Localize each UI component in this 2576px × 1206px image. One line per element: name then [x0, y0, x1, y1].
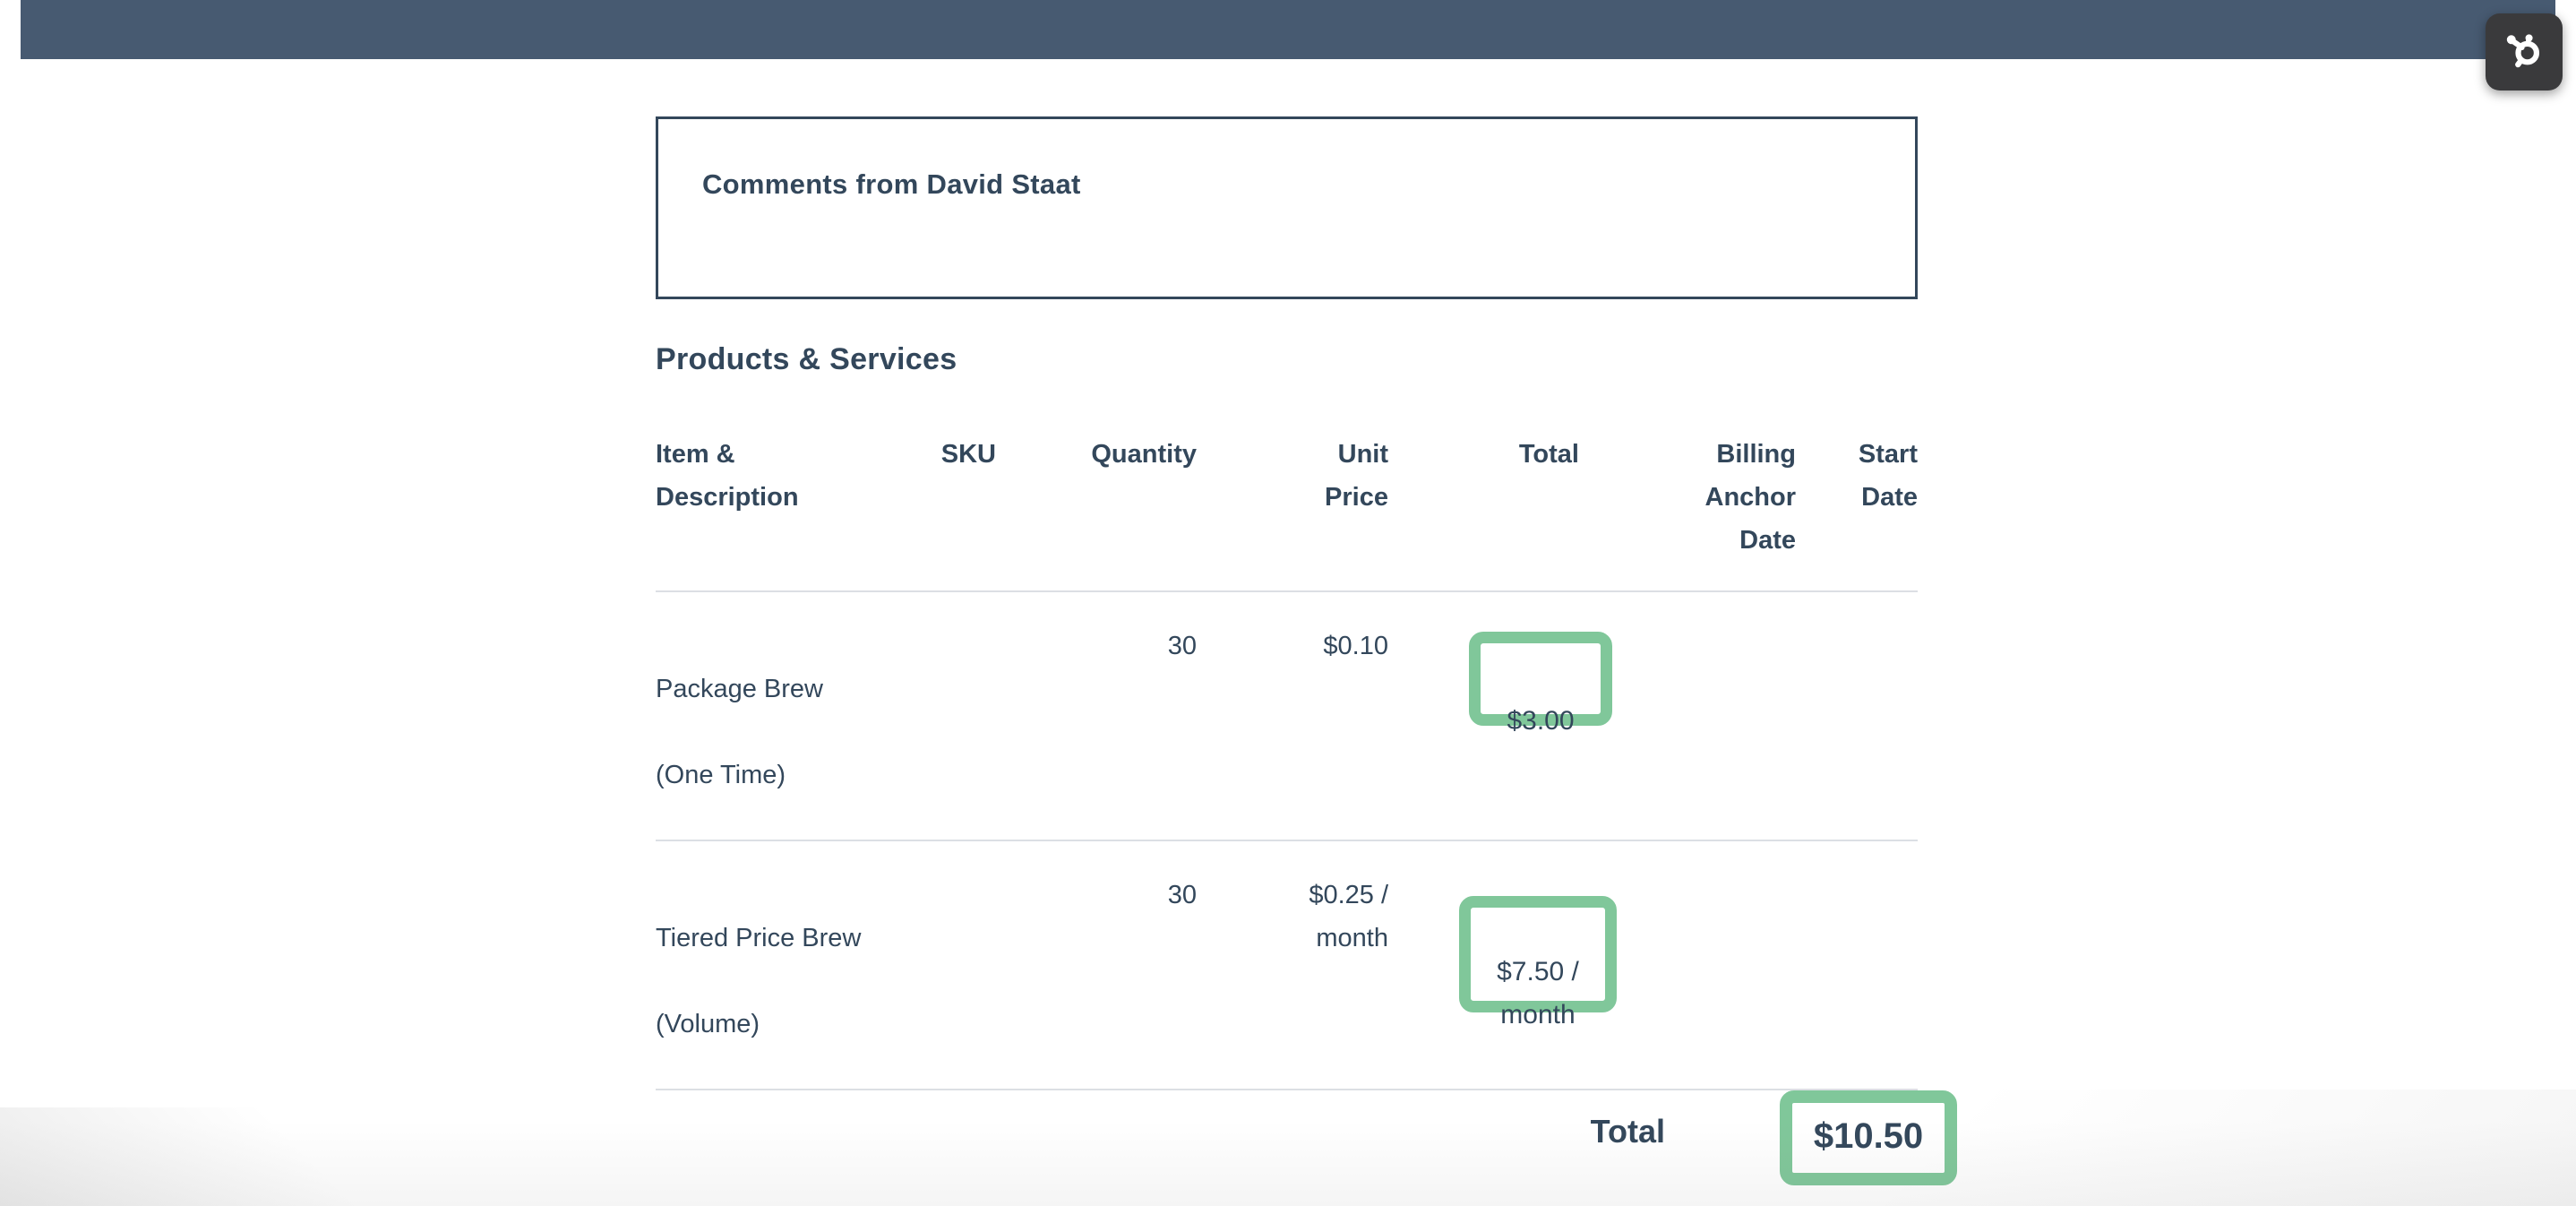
item-name: Package Brew — [656, 675, 823, 703]
item-name: Tiered Price Brew — [656, 924, 862, 952]
grand-total-highlight-box: $10.50 — [1780, 1090, 1957, 1185]
comments-box: Comments from David Staat — [656, 116, 1918, 299]
quantity-cell: 30 — [1167, 632, 1197, 660]
hubspot-badge[interactable] — [2486, 13, 2563, 90]
products-services-heading: Products & Services — [656, 342, 957, 376]
table-header-row: Item & Description SKU Quantity Unit Pri… — [656, 427, 1918, 590]
total-value: $7.50 / month — [1497, 957, 1579, 1029]
billing-anchor-date-cell — [1579, 841, 1796, 874]
page-corner-shadow-left — [0, 1107, 502, 1206]
total-highlight-box: $7.50 / month — [1459, 896, 1617, 1029]
column-header-total: Total — [1518, 440, 1579, 469]
start-date-cell — [1796, 841, 1918, 874]
column-header-billing-anchor-date: Billing Anchor Date — [1704, 440, 1797, 555]
quote-header-bar — [21, 0, 2555, 59]
total-highlight-box: $3.00 — [1469, 632, 1612, 736]
sku-cell — [924, 592, 996, 625]
quote-body: Comments from David Staat Products & Ser… — [656, 116, 1957, 1206]
quantity-cell: 30 — [1167, 881, 1197, 909]
column-header-start-date: Start Date — [1858, 440, 1918, 512]
comments-title: Comments from David Staat — [702, 168, 1081, 200]
total-cell: $7.50 / month — [1388, 841, 1617, 1029]
total-cell: $3.00 — [1388, 592, 1612, 736]
column-header-unit-price: Unit Price — [1325, 440, 1388, 512]
item-variant: (Volume) — [656, 1010, 760, 1038]
hubspot-sprocket-icon — [2501, 27, 2547, 78]
grand-total-value: $10.50 — [1813, 1116, 1924, 1156]
grand-total-label: Total — [1590, 1113, 1665, 1150]
billing-anchor-date-cell — [1579, 592, 1796, 625]
item-cell: Package Brew (One Time) — [656, 592, 924, 840]
total-value: $3.00 — [1507, 706, 1575, 736]
column-header-item-description: Item & Description — [656, 440, 799, 512]
products-table: Item & Description SKU Quantity Unit Pri… — [656, 427, 1957, 1203]
unit-price-cell: $0.10 — [1323, 632, 1388, 660]
item-variant: (One Time) — [656, 761, 786, 789]
unit-price-cell: $0.25 / month — [1309, 881, 1388, 952]
column-header-sku: SKU — [940, 440, 996, 469]
table-summary-row: Total $10.50 — [656, 1089, 1957, 1203]
table-row: Tiered Price Brew (Volume) 30 $0.25 / mo… — [656, 840, 1918, 1089]
table-row: Package Brew (One Time) 30 $0.10 $3.00 — [656, 590, 1918, 840]
sku-cell — [924, 841, 996, 874]
start-date-cell — [1796, 592, 1918, 625]
column-header-quantity: Quantity — [1091, 440, 1197, 469]
item-cell: Tiered Price Brew (Volume) — [656, 841, 924, 1089]
